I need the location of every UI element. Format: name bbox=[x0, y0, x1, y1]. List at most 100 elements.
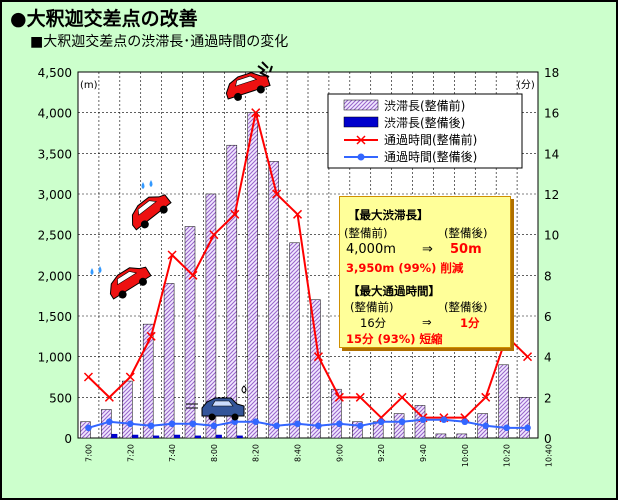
before-label-2: (整備前) bbox=[350, 300, 394, 314]
y-left-tick-label: 2,000 bbox=[38, 269, 72, 283]
sweat-drop-icon bbox=[90, 266, 102, 275]
point-time-after bbox=[147, 422, 155, 430]
left-axis-unit: (m) bbox=[80, 80, 98, 91]
y-right-tick-label: 0 bbox=[544, 432, 552, 446]
y-left-tick-label: 1,000 bbox=[38, 351, 72, 365]
bar-queue-after bbox=[153, 435, 160, 438]
bar-queue-before bbox=[122, 380, 133, 439]
improvement-summary-box: 【最大渋滞長】 (整備前) (整備後) 4,000m ⇒ 50m 3,950m … bbox=[339, 196, 511, 348]
bar-queue-before bbox=[393, 413, 405, 439]
legend: 渋滞長(整備前) 渋滞長(整備後) 通過時間(整備前) 通過時間(整備後) bbox=[327, 93, 523, 169]
queue-after-value: 50m bbox=[450, 242, 482, 257]
x-tick-label: 8:00 bbox=[210, 444, 219, 462]
point-time-before bbox=[251, 108, 261, 118]
red-car-icon bbox=[109, 266, 152, 300]
blue-car-icon bbox=[186, 385, 247, 421]
point-time-before bbox=[188, 270, 198, 280]
bar-queue-before bbox=[289, 242, 300, 439]
point-time-before bbox=[272, 189, 282, 199]
point-time-after bbox=[106, 418, 113, 426]
bar-queue-before bbox=[352, 421, 363, 439]
point-time-after bbox=[356, 422, 364, 430]
after-label: (整備後) bbox=[444, 226, 488, 240]
point-time-after bbox=[503, 424, 510, 432]
point-time-before bbox=[293, 209, 303, 219]
bar-queue-before bbox=[163, 283, 175, 439]
bar-queue-after bbox=[195, 435, 201, 438]
y-right-tick-label: 12 bbox=[544, 188, 559, 202]
arrow-icon: ⇒ bbox=[422, 242, 433, 257]
point-time-before bbox=[104, 392, 114, 402]
x-tick-label: 10:00 bbox=[461, 444, 470, 467]
point-time-before bbox=[167, 250, 177, 260]
point-time-after bbox=[440, 416, 448, 424]
x-tick-label: 8:20 bbox=[252, 444, 261, 462]
point-time-before bbox=[523, 352, 533, 362]
bar-series bbox=[80, 112, 530, 439]
after-label-2: (整備後) bbox=[444, 300, 488, 314]
bar-queue-after bbox=[111, 433, 118, 438]
x-tick-label: 7:40 bbox=[168, 444, 177, 462]
point-time-after bbox=[377, 418, 385, 426]
point-time-after bbox=[252, 418, 260, 426]
time-after-value: 1分 bbox=[460, 316, 480, 330]
chart-subtitle: ■大釈迦交差点の渋滞長･通過時間の変化 bbox=[30, 34, 289, 50]
legend-label-queue-before: 渋滞長(整備前) bbox=[384, 98, 465, 113]
point-time-before bbox=[481, 392, 491, 402]
impact-mark-icon bbox=[257, 61, 273, 78]
x-tick-label: 10:40 bbox=[544, 444, 553, 467]
y-right-tick-label: 2 bbox=[544, 391, 552, 405]
point-time-after bbox=[210, 422, 218, 430]
bar-queue-before bbox=[247, 112, 258, 439]
y-left-tick-label: 4,000 bbox=[38, 107, 72, 121]
point-time-before bbox=[83, 372, 93, 382]
x-tick-label: 7:00 bbox=[84, 444, 93, 462]
x-tick-label: 9:00 bbox=[335, 444, 344, 462]
point-time-after bbox=[273, 422, 280, 430]
axes: 0 0 500 2 1,000 4 1,500 6 2,000 8 2,500 10 3,000 12 3,… bbox=[38, 66, 560, 467]
y-left-tick-label: 4,500 bbox=[38, 66, 72, 80]
x-tick-label: 8:40 bbox=[294, 444, 303, 462]
red-car-icon bbox=[225, 72, 271, 101]
time-before-value: 16分 bbox=[360, 316, 387, 330]
point-time-before bbox=[146, 331, 156, 341]
bar-queue-before bbox=[498, 364, 509, 439]
bar-queue-before bbox=[435, 433, 447, 439]
point-time-after bbox=[189, 420, 197, 428]
bar-queue-before bbox=[205, 193, 217, 439]
bar-queue-before bbox=[331, 388, 342, 439]
point-time-after bbox=[482, 422, 490, 430]
max-time-heading: 【最大通過時間】 bbox=[348, 284, 440, 298]
y-left-tick-label: 500 bbox=[49, 391, 72, 405]
legend-swatch-queue-after bbox=[343, 116, 379, 128]
y-right-tick-label: 4 bbox=[544, 351, 552, 365]
x-tick-label: 7:20 bbox=[126, 444, 135, 462]
bar-queue-after bbox=[236, 435, 243, 438]
y-left-tick-label: 2,500 bbox=[38, 229, 72, 243]
y-left-tick-label: 3,000 bbox=[38, 188, 72, 202]
bar-queue-after bbox=[215, 434, 222, 438]
y-left-tick-label: 0 bbox=[64, 432, 72, 446]
line-time-before bbox=[87, 112, 529, 420]
page-title: ●大釈迦交差点の改善 bbox=[10, 8, 198, 30]
x-tick-label: 9:40 bbox=[419, 444, 428, 462]
bar-queue-after bbox=[132, 434, 139, 438]
point-time-after bbox=[336, 420, 343, 428]
point-time-after bbox=[419, 416, 427, 424]
queue-reduction: 3,950m (99%) 削減 bbox=[346, 261, 464, 275]
point-time-before bbox=[230, 209, 240, 219]
arrow-icon-2: ⇒ bbox=[422, 315, 432, 329]
point-time-before bbox=[334, 392, 344, 402]
queue-before-value: 4,000m bbox=[346, 242, 396, 257]
point-time-before bbox=[313, 352, 323, 362]
sweat-drop-icon bbox=[141, 180, 153, 189]
bar-queue-before bbox=[184, 226, 196, 439]
max-queue-heading: 【最大渋滞長】 bbox=[348, 208, 429, 222]
legend-label-time-before: 通過時間(整備前) bbox=[384, 132, 477, 147]
point-time-after bbox=[524, 424, 531, 432]
red-car-icon bbox=[131, 194, 172, 231]
bar-queue-before bbox=[519, 397, 530, 439]
time-reduction: 15分 (93%) 短縮 bbox=[346, 332, 443, 346]
bar-queue-before bbox=[268, 161, 279, 439]
x-tick-label: 9:20 bbox=[377, 444, 386, 462]
